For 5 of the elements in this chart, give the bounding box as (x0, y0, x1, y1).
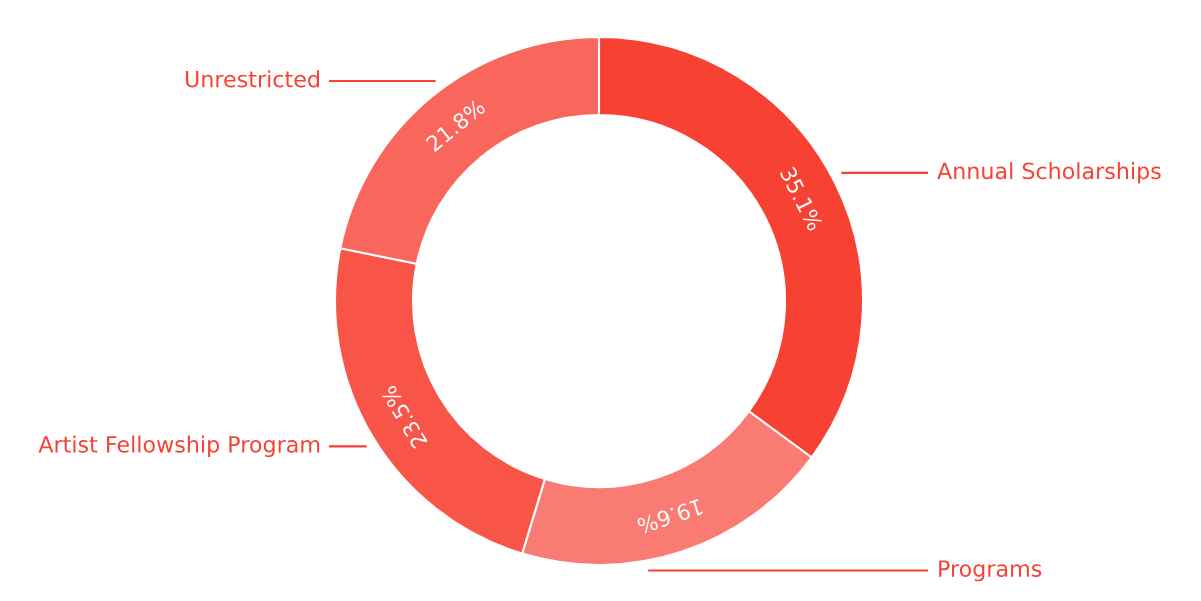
slice-label: Unrestricted (185, 70, 319, 88)
data-label: 19.6% (636, 498, 704, 535)
slice-label: Programs (939, 560, 1042, 582)
slice-label: Artist Fellowship Program (38, 435, 320, 458)
slice-label: Annual Scholarships (937, 162, 1161, 184)
